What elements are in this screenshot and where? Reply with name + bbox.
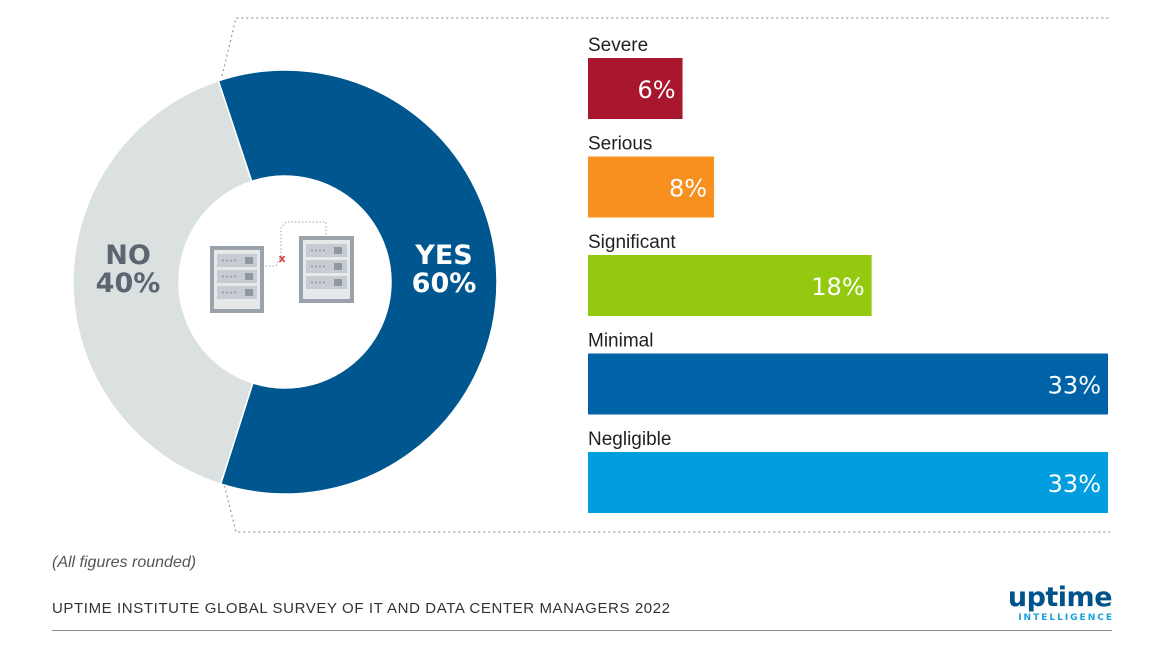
server-icon-group: x [210, 221, 354, 313]
bar-negligible [588, 452, 1108, 513]
connector-bottom-line [221, 475, 1110, 533]
network-link-icon [262, 221, 327, 267]
no-label: NO [105, 240, 151, 271]
donut-labels: NO 40% YES 60% [96, 240, 477, 299]
bar-category-significant: Significant [588, 232, 676, 253]
bar-category-serious: Serious [588, 134, 652, 155]
server-rack-left-icon [210, 246, 264, 313]
logo-subtitle: INTELLIGENCE [1018, 613, 1114, 623]
yes-label: YES [414, 240, 472, 271]
footnote: (All figures rounded) [52, 554, 197, 571]
bar-category-negligible: Negligible [588, 429, 671, 450]
disconnect-x-icon: x [278, 252, 285, 265]
donut-chart [72, 69, 498, 495]
no-value: 40% [96, 268, 161, 299]
connector-lines [221, 17, 1110, 533]
source-line: UPTIME INSTITUTE GLOBAL SURVEY OF IT AND… [52, 600, 671, 617]
donut-slice-yes [217, 69, 498, 495]
donut-slice-no [72, 79, 254, 485]
bar-value-minimal: 33% [1048, 372, 1101, 400]
bar-value-serious: 8% [669, 175, 707, 203]
impact-bar-chart: Severe 6% Serious 8% Significant 18% Minimal 33… [588, 35, 1108, 513]
bar-serious [588, 156, 715, 218]
uptime-logo: uptime INTELLIGENCE [1007, 582, 1114, 624]
bar-category-minimal: Minimal [588, 331, 653, 352]
bar-value-significant: 18% [811, 273, 864, 301]
server-rack-right-icon [299, 236, 354, 303]
bar-category-severe: Severe [588, 35, 648, 56]
logo-wordmark: uptime [1007, 582, 1113, 613]
footer-rule [52, 630, 1112, 631]
bar-severe [588, 58, 683, 119]
bar-minimal [588, 353, 1108, 415]
bar-value-negligible: 33% [1048, 470, 1101, 498]
yes-value: 60% [412, 268, 477, 299]
bar-value-severe: 6% [637, 76, 675, 104]
bar-significant [588, 255, 872, 316]
